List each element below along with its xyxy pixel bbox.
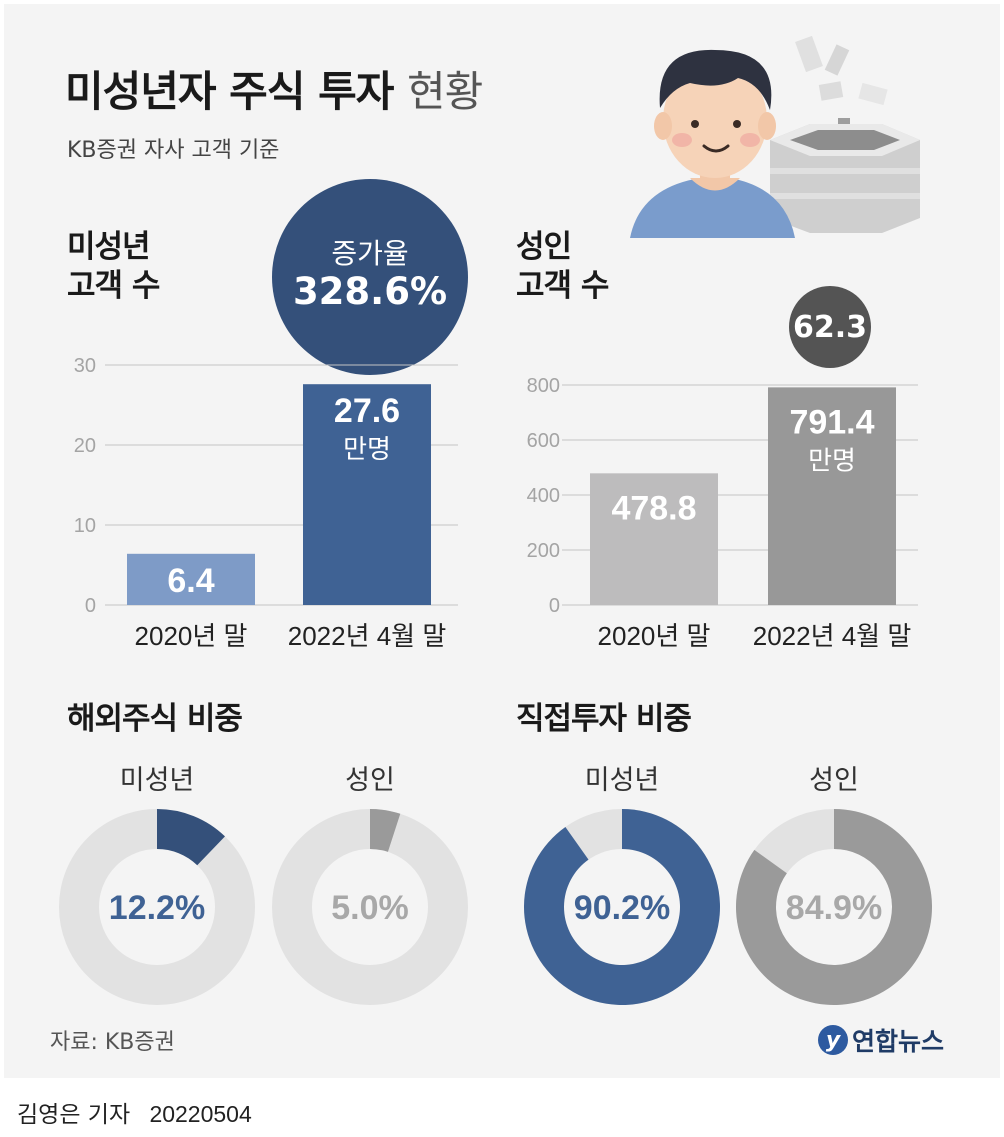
minor-customers-bar-chart: 0 10 20 30 6.4 2020년 말 27.6 만명 2022년 4월 말 [74, 355, 458, 651]
y-tick-label: 20 [74, 435, 96, 457]
adult-growth-bubble: 62.3 [789, 286, 871, 368]
donut-chart: 12.2% [59, 809, 255, 1005]
donut-group-label: 미성년 [584, 765, 660, 796]
y-tick-label: 800 [527, 375, 560, 397]
section-title-foreign-stock: 해외주식 비중 [67, 701, 243, 737]
growth-rate-bubble: 증가율 328.6% [272, 179, 468, 375]
bar-value-label: 478.8 [611, 489, 696, 527]
donut-slice [524, 809, 720, 1005]
bar [590, 473, 718, 605]
section-title-minor-customers: 미성년 고객 수 [67, 229, 160, 304]
title-bold: 미성년자 주식 투자 [65, 67, 394, 116]
bar-value-label: 6.4 [167, 562, 214, 600]
y-tick-label: 30 [74, 355, 96, 377]
child-investor-illustration [630, 35, 920, 238]
reporter-name: 김영은 기자 [17, 1102, 131, 1128]
bar-value-label: 27.6 [334, 392, 400, 430]
byline: 김영은 기자 20220504 [17, 1095, 252, 1129]
yonhap-logo: y 연합뉴스 [818, 1022, 944, 1058]
title-light: 현황 [407, 67, 483, 116]
growth-rate-label: 증가율 [331, 237, 409, 271]
bar [768, 387, 896, 605]
bar-value-label: 791.4 [789, 403, 874, 441]
donut-slice [736, 809, 932, 1005]
donut-group-label: 성인 [345, 765, 395, 796]
subtitle: KB증권 자사 고객 기준 [67, 138, 280, 163]
y-tick-label: 0 [549, 595, 560, 617]
adult-growth-value: 62.3 [792, 309, 868, 345]
bar [303, 384, 431, 605]
bar-unit-label: 만명 [343, 434, 391, 464]
donut-slice [370, 809, 401, 852]
section-title-adult-customers: 성인 고객 수 [516, 229, 609, 304]
donut-slice [157, 809, 225, 866]
y-tick-label: 200 [527, 540, 560, 562]
donut-value-label: 12.2% [109, 889, 205, 927]
bar [127, 553, 255, 605]
donut-chart: 90.2% [524, 809, 720, 1005]
x-category-label: 2022년 4월 말 [288, 621, 447, 651]
donut-chart: 5.0% [272, 809, 468, 1005]
page-title: 미성년자 주식 투자 현황 [65, 58, 483, 119]
donut-value-label: 90.2% [574, 889, 670, 927]
x-category-label: 2020년 말 [135, 621, 248, 651]
section-title-direct-invest: 직접투자 비중 [516, 701, 692, 737]
publish-date: 20220504 [149, 1101, 252, 1127]
x-category-label: 2020년 말 [598, 621, 711, 651]
x-category-label: 2022년 4월 말 [753, 621, 912, 651]
adult-customers-bar-chart: 0 200 400 600 800 478.8 2020년 말 791.4 만명 2022년 4월… [527, 375, 918, 651]
yonhap-logo-text: 연합뉴스 [852, 1027, 945, 1056]
growth-rate-value: 328.6% [292, 270, 448, 314]
donut-group-label: 성인 [809, 765, 859, 796]
y-tick-label: 400 [527, 485, 560, 507]
y-tick-label: 10 [74, 515, 96, 537]
donut-value-label: 5.0% [331, 889, 409, 927]
donut-value-label: 84.9% [786, 889, 882, 927]
donut-chart: 84.9% [736, 809, 932, 1005]
yonhap-logo-icon: y [818, 1025, 848, 1055]
y-tick-label: 0 [85, 595, 96, 617]
source-note: 자료: KB증권 [50, 1030, 175, 1055]
donut-group-label: 미성년 [119, 765, 195, 796]
bar-unit-label: 만명 [808, 445, 856, 475]
y-tick-label: 600 [527, 430, 560, 452]
